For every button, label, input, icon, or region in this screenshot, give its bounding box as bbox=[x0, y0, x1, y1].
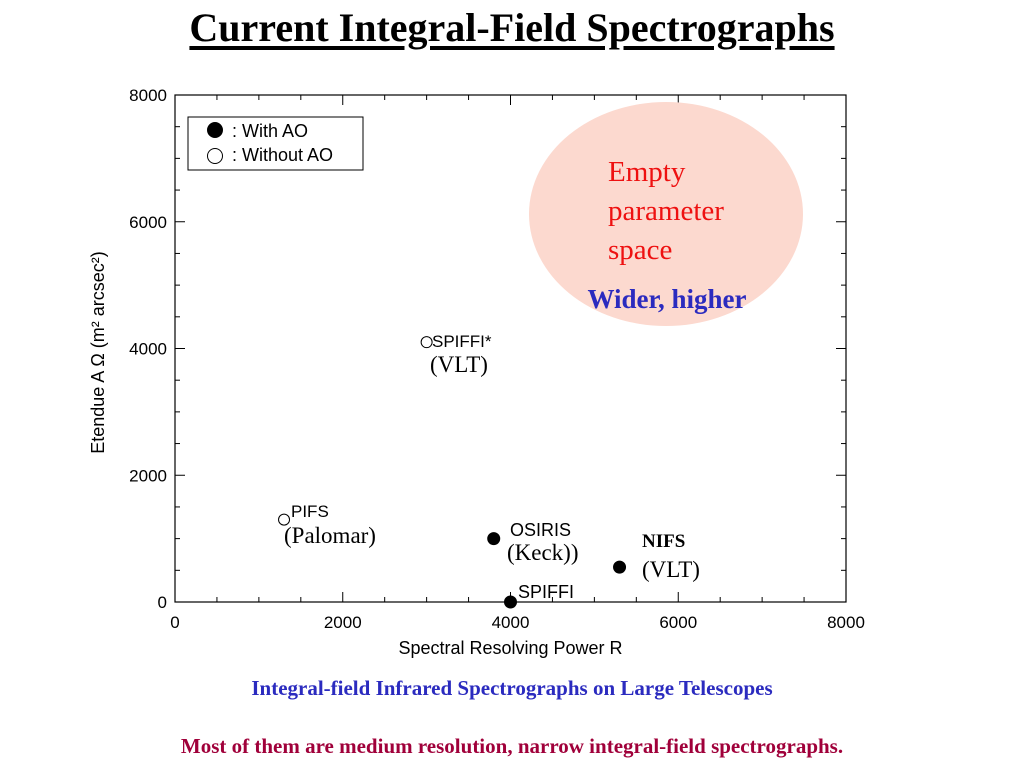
y-tick-label: 0 bbox=[158, 593, 167, 612]
x-axis-label: Spectral Resolving Power R bbox=[398, 638, 622, 658]
point-site-label: (Keck)) bbox=[507, 540, 579, 565]
y-tick-label: 2000 bbox=[129, 466, 167, 485]
point-name-label: PIFS bbox=[291, 502, 329, 521]
y-tick-label: 6000 bbox=[129, 213, 167, 232]
region-label-line: parameter bbox=[608, 195, 724, 227]
point-site-label: (VLT) bbox=[430, 352, 488, 377]
data-point-without-ao bbox=[278, 513, 291, 526]
x-tick-label: 0 bbox=[170, 613, 179, 632]
x-tick-label: 6000 bbox=[659, 613, 697, 632]
data-point-without-ao bbox=[420, 336, 433, 349]
x-tick-label: 4000 bbox=[492, 613, 530, 632]
y-tick-label: 8000 bbox=[129, 86, 167, 105]
slide-footer: Most of them are medium resolution, narr… bbox=[180, 734, 844, 758]
y-tick-label: 4000 bbox=[129, 340, 167, 359]
chart-caption: Integral-field Infrared Spectrographs on… bbox=[251, 676, 773, 700]
point-site-label: (Palomar) bbox=[284, 523, 376, 548]
point-name-label: NIFS bbox=[642, 531, 685, 552]
region-label-line: Empty bbox=[608, 156, 686, 188]
data-point-with-ao bbox=[487, 532, 501, 546]
data-point-with-ao bbox=[613, 560, 627, 574]
region-label-line: space bbox=[608, 234, 672, 266]
point-name-label: SPIFFI bbox=[518, 582, 574, 602]
empty-space-region bbox=[529, 102, 803, 326]
slide-title: Current Integral-Field Spectrographs bbox=[189, 5, 835, 50]
legend-label: : Without AO bbox=[232, 145, 333, 165]
x-tick-label: 8000 bbox=[827, 613, 865, 632]
direction-label: Wider, higher bbox=[587, 284, 746, 314]
legend-filled-marker bbox=[207, 122, 223, 138]
legend-open-marker bbox=[207, 148, 223, 164]
point-name-label: SPIFFI* bbox=[432, 332, 492, 351]
y-axis-label: Etendue A Ω (m² arcsec²) bbox=[88, 251, 108, 454]
x-tick-label: 2000 bbox=[324, 613, 362, 632]
legend-label: : With AO bbox=[232, 121, 308, 141]
point-site-label: (VLT) bbox=[642, 557, 700, 582]
data-point-with-ao bbox=[504, 595, 517, 609]
point-name-label: OSIRIS bbox=[510, 520, 571, 540]
